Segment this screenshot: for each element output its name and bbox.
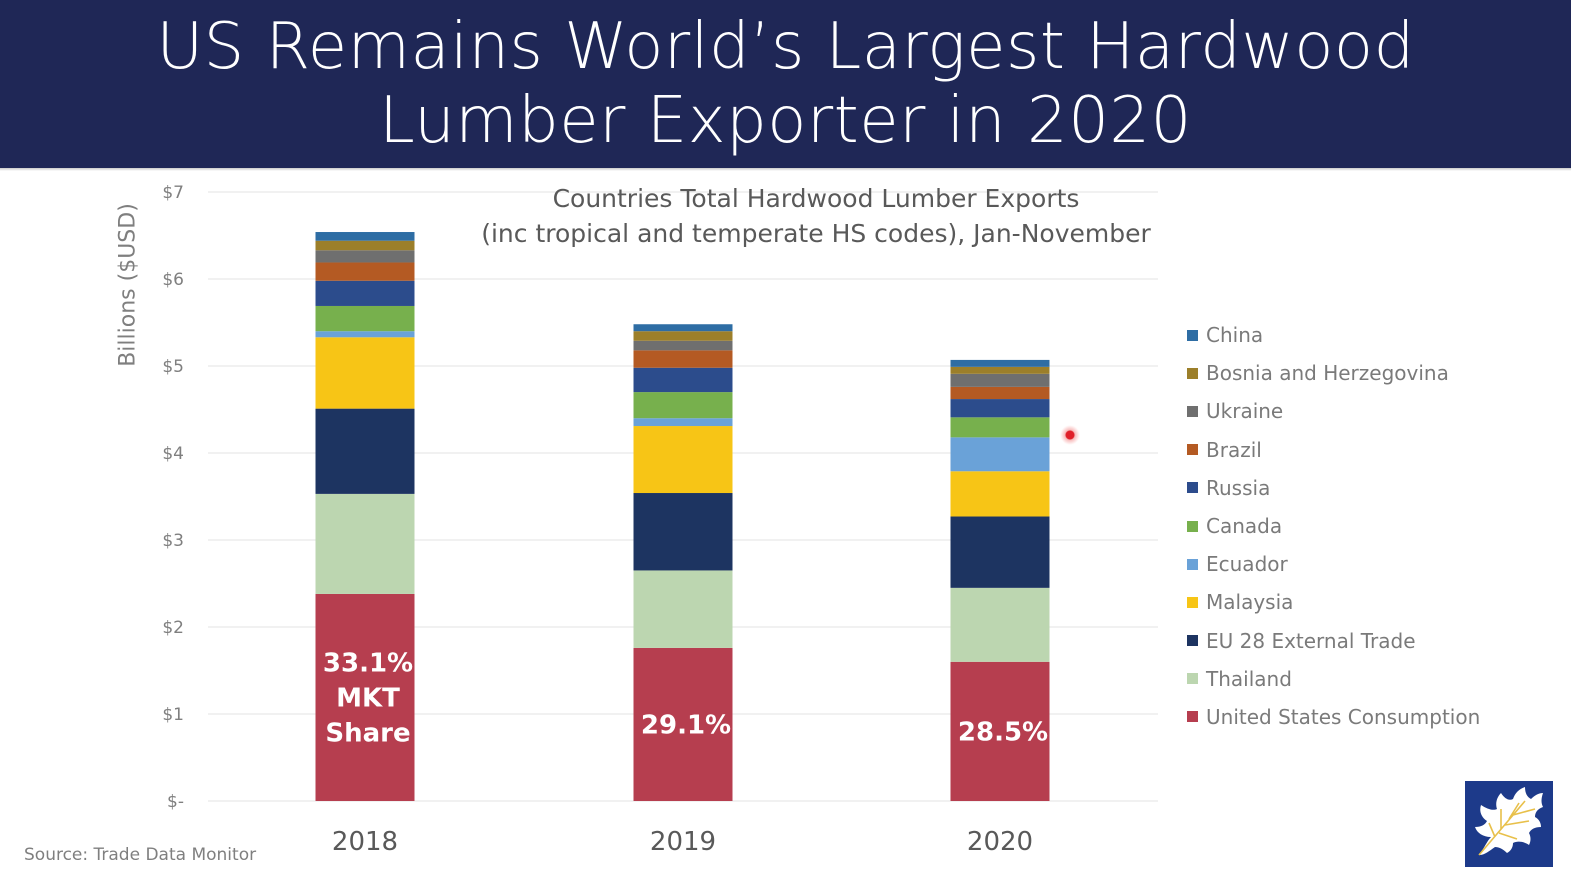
bar-segment-2020-russia: [950, 399, 1050, 418]
bar-segment-2019-thailand: [633, 570, 733, 648]
legend-label: Canada: [1206, 514, 1283, 539]
legend-swatch: [1187, 482, 1198, 494]
bar-segment-2020-ukraine: [950, 373, 1050, 387]
y-tick-label: $2: [162, 618, 184, 638]
legend-swatch: [1187, 405, 1198, 417]
legend-swatch: [1187, 711, 1198, 723]
bar-segment-2020-ecuador: [950, 437, 1050, 472]
legend-item-brazil: Brazil: [1187, 431, 1480, 469]
legend-item-canada: Canada: [1187, 507, 1480, 545]
legend-label: United States Consumption: [1206, 704, 1481, 729]
bar-segment-2019-canada: [633, 392, 733, 419]
legend-item-united-states-consumption: United States Consumption: [1187, 698, 1480, 736]
data-label: 28.5%: [958, 717, 1048, 747]
oak-leaf-icon: [1475, 787, 1543, 856]
bar-segment-2018-malaysia: [315, 337, 415, 409]
legend-swatch: [1187, 367, 1198, 379]
legend-swatch: [1187, 558, 1198, 570]
bar-segment-2019-bosnia-and-herzegovina: [633, 331, 733, 341]
data-label: 33.1%: [323, 648, 413, 678]
legend-label: Brazil: [1206, 437, 1262, 462]
legend-label: EU 28 External Trade: [1206, 628, 1416, 653]
legend-label: China: [1206, 323, 1264, 348]
bar-segment-2020-eu-28-external-trade: [950, 516, 1050, 588]
y-tick-label: $-: [167, 792, 184, 812]
bar-segment-2020-bosnia-and-herzegovina: [950, 366, 1050, 374]
bar-segment-2020-united-states-consumption: [950, 661, 1050, 801]
legend-swatch: [1187, 444, 1198, 456]
bar-segment-2020-brazil: [950, 386, 1050, 400]
legend-label: Thailand: [1206, 666, 1292, 691]
header-divider: [0, 168, 1571, 171]
legend-label: Bosnia and Herzegovina: [1206, 361, 1449, 386]
legend-item-thailand: Thailand: [1187, 660, 1480, 698]
legend-swatch: [1187, 596, 1198, 608]
slide-title-line2: Lumber Exporter in 2020: [379, 84, 1192, 158]
bar-segment-2018-ukraine: [315, 250, 415, 263]
bar-segment-2019-russia: [633, 367, 733, 393]
bar-segment-2020-china: [950, 359, 1050, 367]
legend-item-malaysia: Malaysia: [1187, 583, 1480, 621]
legend-label: Malaysia: [1206, 590, 1294, 615]
bar-segment-2019-china: [633, 324, 733, 332]
bar-segment-2018-ecuador: [315, 331, 415, 338]
data-label: Share: [325, 718, 410, 748]
legend-swatch: [1187, 520, 1198, 532]
bar-segment-2019-united-states-consumption: [633, 647, 733, 801]
legend-swatch: [1187, 635, 1198, 647]
bar-segment-2019-eu-28-external-trade: [633, 493, 733, 571]
source-note: Source: Trade Data Monitor: [24, 845, 257, 865]
y-axis-label: Billions ($USD): [115, 203, 141, 367]
bar-segment-2018-eu-28-external-trade: [315, 408, 415, 494]
y-tick-label: $6: [162, 270, 184, 290]
chart-subtitle: (inc tropical and temperate HS codes), J…: [481, 219, 1151, 248]
data-label: MKT: [336, 683, 400, 713]
x-tick-label: 2020: [967, 827, 1033, 857]
bar-segment-2018-china: [315, 232, 415, 241]
legend-item-ukraine: Ukraine: [1187, 392, 1480, 430]
legend-item-china: China: [1187, 316, 1480, 354]
bar-segment-2018-canada: [315, 305, 415, 332]
y-tick-label: $1: [162, 705, 184, 725]
y-tick-label: $7: [162, 183, 184, 203]
bar-segment-2020-malaysia: [950, 471, 1050, 517]
legend-item-bosnia-and-herzegovina: Bosnia and Herzegovina: [1187, 354, 1480, 392]
x-tick-label: 2018: [332, 827, 398, 857]
x-tick-label: 2019: [650, 827, 716, 857]
y-tick-label: $4: [162, 444, 184, 464]
chart-title: Countries Total Hardwood Lumber Exports: [552, 184, 1080, 213]
bar-segment-2018-russia: [315, 280, 415, 306]
bar-segment-2019-brazil: [633, 350, 733, 368]
slide-title-line1: US Remains World’s Largest Hardwood: [156, 10, 1415, 84]
legend-label: Ukraine: [1206, 399, 1284, 424]
bar-segment-2019-ecuador: [633, 418, 733, 427]
bar-segment-2020-thailand: [950, 587, 1050, 662]
legend-swatch: [1187, 673, 1198, 685]
y-tick-label: $3: [162, 531, 184, 551]
legend-item-eu-28-external-trade: EU 28 External Trade: [1187, 622, 1480, 660]
bar-segment-2018-bosnia-and-herzegovina: [315, 240, 415, 251]
y-tick-label: $5: [162, 357, 184, 377]
legend-label: Russia: [1206, 475, 1271, 500]
bar-segment-2018-brazil: [315, 262, 415, 281]
bar-segment-2019-ukraine: [633, 340, 733, 351]
legend-swatch: [1187, 329, 1198, 341]
oak-leaf-logo: [1465, 781, 1553, 867]
bar-segment-2020-canada: [950, 417, 1050, 438]
legend-label: Ecuador: [1206, 552, 1288, 577]
legend-item-russia: Russia: [1187, 469, 1480, 507]
bar-segment-2018-united-states-consumption: [315, 593, 415, 801]
bar-segment-2018-thailand: [315, 493, 415, 594]
bar-segment-2019-malaysia: [633, 426, 733, 494]
slide-header: US Remains World’s Largest Hardwood Lumb…: [0, 0, 1571, 168]
legend-item-ecuador: Ecuador: [1187, 545, 1480, 583]
cursor-indicator: [1060, 425, 1080, 445]
chart-legend: China Bosnia and Herzegovina Ukraine Brazil…: [1187, 316, 1480, 736]
data-label: 29.1%: [641, 710, 731, 740]
